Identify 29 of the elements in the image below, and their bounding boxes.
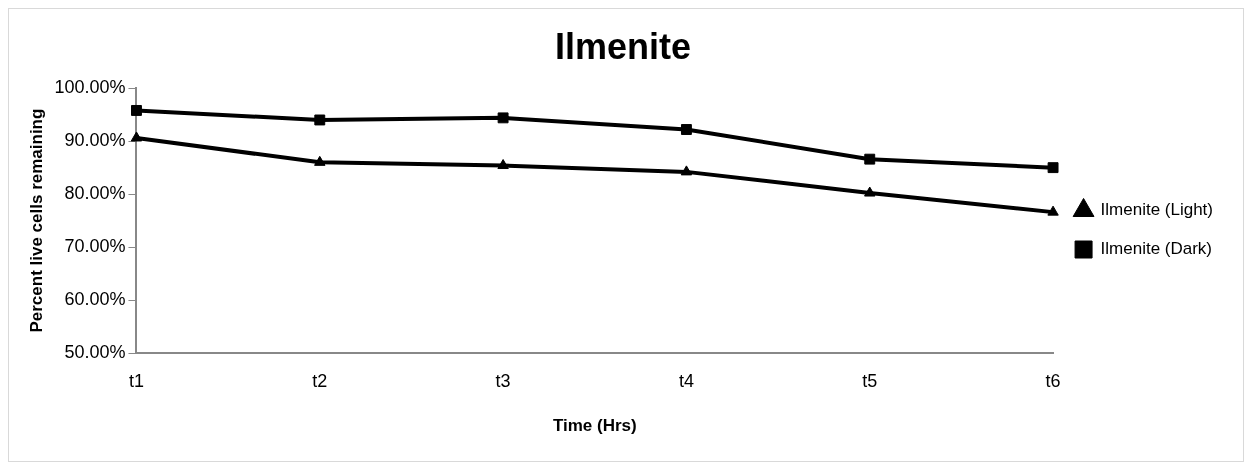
point (314, 114, 326, 126)
y-tick-label: 100.00% (54, 77, 126, 98)
point (314, 155, 326, 166)
x-tick-label: t4 (678, 370, 694, 391)
point (131, 104, 142, 116)
y-tick-label: 80.00% (64, 183, 126, 204)
point (497, 112, 509, 124)
x-tick-label: t5 (862, 370, 878, 391)
x-tick-label: t3 (495, 370, 511, 391)
y-axis-title: Percent live cells remaining (26, 108, 46, 333)
x-tick-label: t2 (312, 370, 328, 391)
y-tick-label: 60.00% (64, 289, 126, 310)
legend-label: Ilmenite (Light) (1100, 200, 1213, 220)
y-tick-label: 90.00% (64, 130, 126, 151)
y-tick-label: 70.00% (64, 236, 126, 257)
point (1047, 205, 1059, 216)
point (497, 159, 509, 170)
point (1047, 162, 1059, 174)
x-tick-label: t1 (128, 370, 144, 391)
point (864, 153, 876, 165)
y-tick-label: 50.00% (64, 341, 126, 362)
point (864, 186, 876, 197)
chart-title: Ilmenite (554, 25, 692, 67)
point (680, 124, 692, 135)
point (130, 131, 143, 142)
legend-label: Ilmenite (Dark) (1100, 239, 1213, 259)
point (680, 165, 693, 176)
x-axis-title: Time (Hrs) (552, 416, 637, 436)
x-tick-label: t6 (1045, 370, 1061, 391)
